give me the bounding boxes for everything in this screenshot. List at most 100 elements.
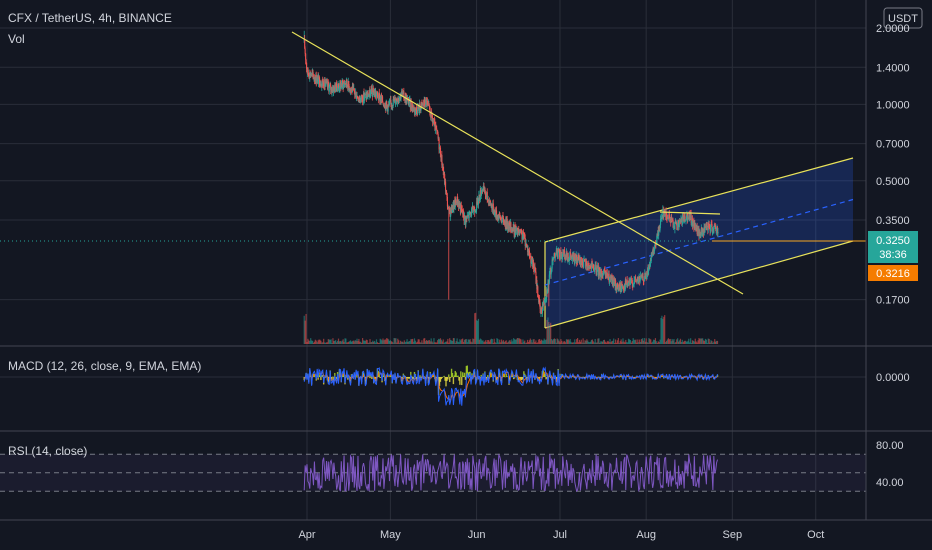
candle-body (480, 189, 482, 197)
candle-body (362, 102, 364, 103)
candle-body (367, 92, 369, 97)
volume-bar (602, 339, 605, 344)
volume-bar (716, 340, 719, 344)
candle-body (472, 210, 474, 213)
time-axis[interactable]: Apr May Jun Jul Aug Sep Oct (298, 529, 824, 541)
volume-bar (461, 339, 463, 344)
candle-body (606, 272, 608, 278)
macd-histogram-bar (542, 370, 544, 377)
volume-bar (633, 339, 635, 344)
macd-histogram-bar (620, 375, 622, 377)
volume-bar (691, 340, 694, 344)
volume-label: Vol (8, 32, 25, 46)
candle-body (674, 222, 676, 229)
channel-upper-line[interactable] (544, 157, 854, 243)
candle-body (408, 99, 410, 104)
macd-pane[interactable]: 0.0000 (0, 365, 910, 406)
candle-body (707, 224, 709, 231)
candle-body (343, 82, 345, 88)
volume-bar (704, 338, 707, 344)
candle-body (354, 93, 356, 95)
candle-body (433, 120, 435, 123)
volume-bar (425, 340, 428, 344)
macd-histogram-bar (520, 377, 522, 381)
volume-bar (470, 341, 472, 344)
resistance-line[interactable] (659, 211, 721, 215)
candle-body (553, 254, 555, 258)
candle-body (454, 199, 456, 208)
candle-body (312, 71, 314, 76)
trendlines[interactable] (0, 31, 866, 295)
candle-body (406, 98, 408, 104)
volume-bar (626, 342, 628, 344)
macd-histogram-bar (479, 377, 481, 384)
candle-body (428, 103, 430, 106)
volume-bar (323, 338, 325, 344)
volume-bar (679, 338, 682, 344)
macd-histogram-bar (449, 377, 452, 378)
macd-histogram-bar (446, 377, 448, 382)
volume-bar (439, 338, 442, 344)
currency-badge[interactable]: USDT (883, 7, 923, 29)
volume-bar (662, 318, 664, 344)
volume-bar (531, 342, 533, 344)
candle-body (304, 48, 306, 54)
candle-body (433, 120, 436, 122)
candle-body (449, 208, 451, 212)
volume-bar (492, 342, 494, 344)
volume-bar (564, 342, 567, 344)
volume-bar (583, 342, 585, 344)
volume-bar (665, 342, 667, 344)
candle-body (394, 97, 396, 104)
candle-body (678, 223, 680, 227)
macd-histogram-bar (456, 376, 458, 377)
candle-body (692, 221, 694, 227)
volume-bar (311, 340, 314, 344)
volume-bar (621, 341, 623, 344)
candle-body (585, 261, 587, 267)
candle-body (625, 280, 627, 284)
channel-lower-line[interactable] (544, 240, 854, 329)
candle-body (630, 278, 632, 281)
volume-bar (349, 341, 351, 344)
candle-body (552, 257, 555, 259)
price-axis[interactable]: 2.0000 1.4000 1.0000 0.7000 0.5000 0.3500 0.17… (876, 23, 910, 307)
candle-body (416, 113, 418, 115)
candle-body (333, 86, 335, 88)
volume-bar (331, 342, 333, 344)
volume-bar (427, 340, 429, 344)
volume-bar (610, 342, 612, 344)
volume-bar (613, 338, 615, 344)
volume-bar (522, 339, 524, 344)
volume-bar (465, 339, 467, 344)
candle-body (455, 199, 457, 203)
candle-body (351, 86, 354, 93)
candle-body (669, 218, 671, 222)
candle-body (539, 299, 541, 303)
volume-bar (689, 342, 691, 344)
candle-body (494, 210, 496, 213)
macd-histogram-bar (487, 375, 489, 377)
volume-bar (395, 338, 397, 344)
volume-bar (555, 342, 557, 344)
candle-body (585, 261, 587, 264)
volume-bar (589, 341, 592, 344)
candle-body (363, 92, 365, 100)
volume-bar (326, 342, 328, 344)
candle-body (316, 77, 318, 82)
candle-body (584, 259, 586, 261)
rsi-pane[interactable]: 80.00 40.00 (0, 440, 904, 493)
macd-histogram-bar (461, 377, 463, 386)
candle-body (478, 194, 480, 201)
descending-trendline[interactable] (291, 31, 744, 295)
candle-body (592, 264, 594, 269)
volume-bar (464, 339, 467, 344)
volume-bar (666, 339, 669, 344)
volume-bar (687, 340, 689, 344)
volume-bar (376, 342, 379, 344)
candle-body (396, 100, 398, 103)
volume-bar (713, 341, 715, 344)
volume-bar (523, 341, 525, 344)
volume-bar (458, 342, 460, 344)
